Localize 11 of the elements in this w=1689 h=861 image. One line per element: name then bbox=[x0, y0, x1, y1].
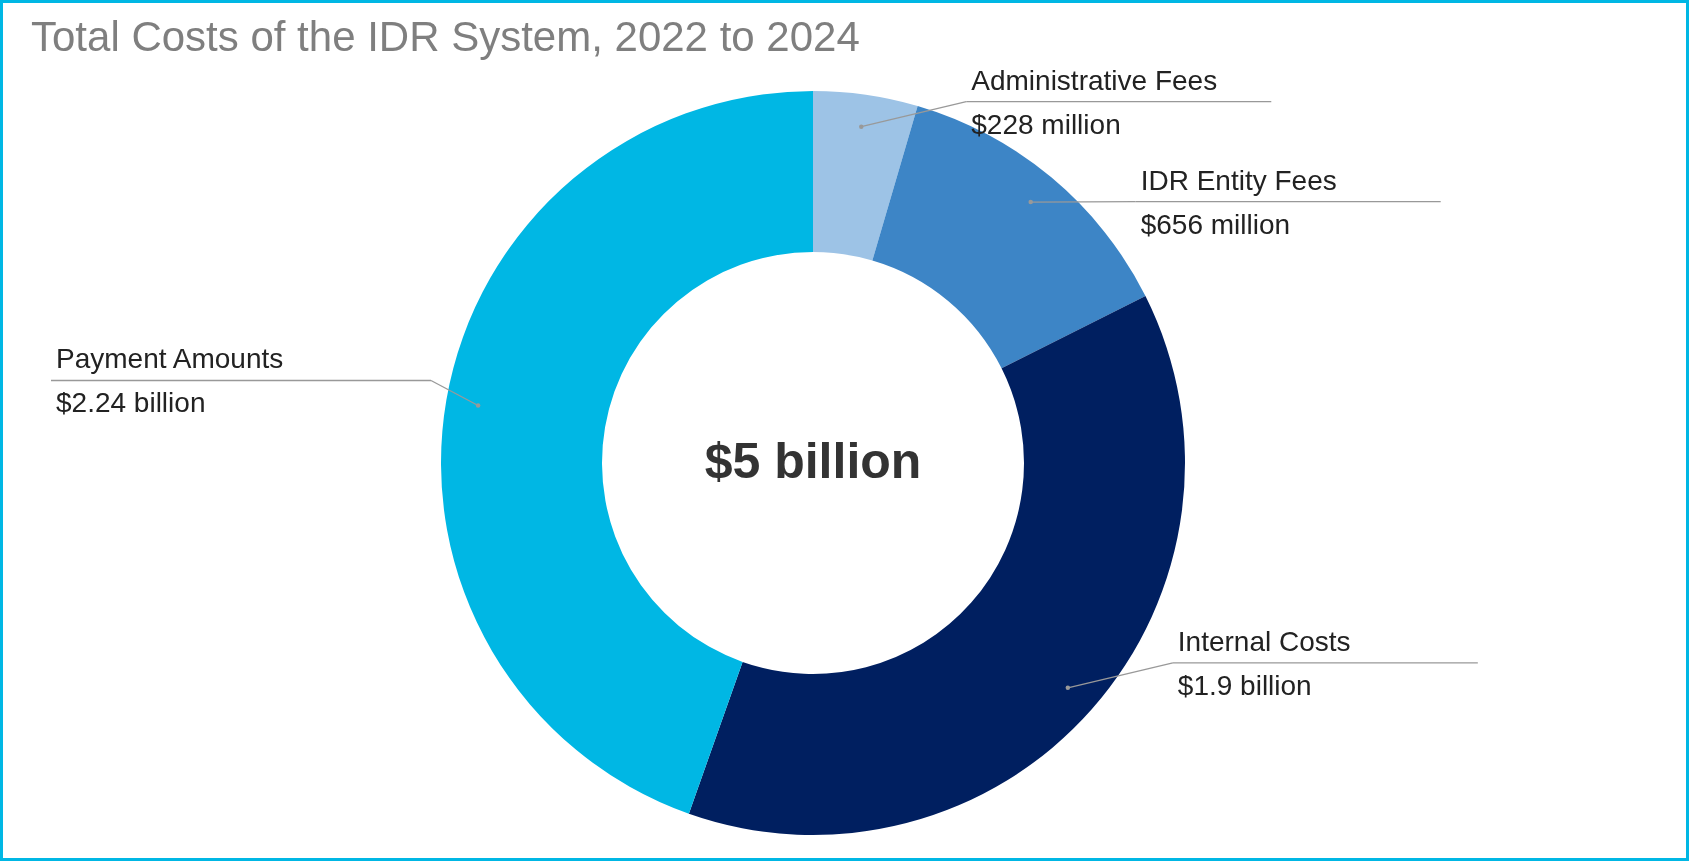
slice-label: Payment Amounts bbox=[56, 343, 284, 375]
data-label: $228 million bbox=[971, 108, 1121, 140]
chart-title: Total Costs of the IDR System, 2022 to 2024 bbox=[31, 12, 860, 60]
data-label: $2.24 billion bbox=[56, 387, 206, 419]
data-label: $656 million bbox=[1140, 208, 1291, 240]
data-label: $1.9 billion bbox=[1177, 669, 1312, 701]
slice-label: IDR Entity Fees bbox=[1140, 164, 1337, 196]
text: $5 billion bbox=[704, 433, 922, 489]
slice-label: Internal Costs bbox=[1177, 625, 1351, 657]
donut-slice bbox=[813, 91, 918, 261]
slice-label: Administrative Fees bbox=[971, 64, 1218, 96]
